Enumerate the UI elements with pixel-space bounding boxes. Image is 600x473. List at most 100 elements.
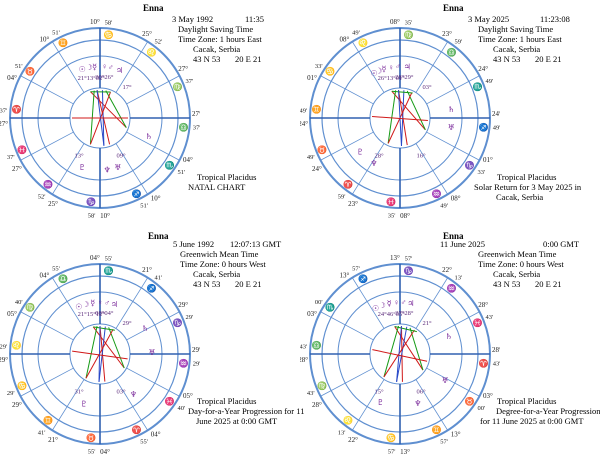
chart-caption-line: Cacak, Serbia [496,192,544,202]
cusp-degree-label: 23° [348,200,358,208]
cusp-minute-label: 33' [315,63,323,70]
cusp-minute-label: 59' [455,39,463,46]
chart-house-system: Tropical Placidus [497,172,557,182]
planet-glyph: ♆ [104,165,111,174]
planet-glyph: ♃ [116,66,123,75]
aspect-line [93,326,115,331]
zodiac-sign-glyph: ♏ [325,302,335,312]
zodiac-sign-glyph: ♌ [358,38,368,48]
zodiac-sign-glyph: ♓ [386,197,396,207]
planet-glyph: ♀ [388,63,394,72]
cusp-minute-label: 43' [485,314,493,321]
aspect-line [391,90,426,131]
planet-glyph: ♇ [357,147,364,156]
zodiac-sign-glyph: ♊ [432,424,442,434]
zodiac-sign-glyph: ♑ [404,265,414,275]
chart-house-system: Tropical Placidus [197,172,257,182]
planet-glyph: ♀ [393,298,399,307]
planet-degree-label: 15° [374,388,384,395]
aspect-line [105,90,127,128]
planet-glyph: ♅ [148,348,155,357]
chart-wheel: ♊24°49'♋01°33'♌08°49'♍08°35'♎23°59'♏24°4… [300,18,500,220]
cusp-degree-label: 05° [7,310,17,318]
chart-longitude: 20 E 21 [235,54,262,64]
chart-caption-line: Day-for-a-Year Progression for 11 [188,406,305,416]
planet-degree-label: 21° [422,320,432,327]
cusp-minute-label: 00' [315,299,323,306]
planet-degree-label: 31° [74,388,84,395]
chart-date: 11 June 2025 [440,239,486,249]
aspect-line [394,326,424,371]
chart-person-name: Enna [443,3,464,13]
cusp-degree-label: 25° [48,200,58,208]
cusp-degree-label: 29° [178,301,188,309]
house-cusp-line [115,277,149,329]
cusp-degree-label: 21° [142,266,152,274]
chart-caption-line: NATAL CHART [188,182,246,192]
house-cusp-line [426,367,480,397]
chart-date: 5 June 1992 [173,239,215,249]
cusp-degree-label: 08° [339,36,349,44]
house-cusp-line [426,131,480,161]
chart-latitude: 43 N 53 [493,279,521,289]
cusp-minute-label: 29' [0,344,7,351]
zodiac-sign-glyph: ♒ [179,358,189,368]
cusp-degree-label: 29° [12,401,22,409]
house-cusp-line [320,131,374,161]
zodiac-sign-glyph: ♈ [11,104,21,114]
planet-glyph: ♄ [145,132,152,141]
chart-place: Cacak, Serbia [193,269,241,279]
cusp-minute-label: 33' [478,169,486,176]
cusp-minute-label: 37' [7,154,15,161]
chart-longitude: 20 E 21 [535,54,562,64]
chart-caption-line: Degree-for-a-Year Progression [496,406,600,416]
cusp-minute-label: 13' [338,429,346,436]
cusp-minute-label: 49' [300,108,307,115]
chart-latitude: 43 N 53 [193,54,221,64]
zodiac-sign-glyph: ♐ [358,274,368,284]
cusp-minute-label: 57' [352,266,360,273]
planet-glyph: ♅ [441,376,448,385]
house-cusp-line [320,75,374,105]
chart-zone-offset: Time Zone: 1 hours East [178,34,262,44]
zodiac-sign-glyph: ♉ [317,144,327,154]
chart-house-system: Tropical Placidus [497,396,557,406]
planet-glyph: ☉ [75,302,82,311]
house-cusp-line [20,75,74,105]
chart-latitude: 43 N 53 [493,54,521,64]
cusp-minute-label: 35' [388,213,396,220]
cusp-minute-label: 57' [405,255,413,262]
chart-zone-type: Greenwich Mean Time [180,249,259,259]
cusp-minute-label: 57' [388,449,396,456]
planet-glyph: ♄ [445,332,452,341]
cusp-minute-label: 43' [300,344,307,351]
chart-place: Cacak, Serbia [193,44,241,54]
cusp-minute-label: 55' [140,438,148,445]
cusp-minute-label: 49' [485,78,493,85]
chart-longitude: 20 E 21 [235,279,262,289]
planet-glyph: ♀ [97,298,103,307]
cusp-minute-label: 40' [178,405,186,412]
aspect-line [90,91,127,128]
house-cusp-line [115,41,149,93]
zodiac-sign-glyph: ♊ [311,104,321,114]
chart-panel-day-progression: ♌29°29'♍05°40'♎04°55'♏04°55'♐21°41'♑29°2… [0,232,304,472]
house-cusp-line [51,277,85,329]
house-cusp-line [426,75,480,105]
cusp-minute-label: 37' [185,78,193,85]
chart-house-system: Tropical Placidus [197,396,257,406]
planet-glyph: ☿ [381,65,386,74]
cusp-degree-label: 25° [142,30,152,38]
house-cusp-line [320,311,374,341]
cusp-minute-label: 29' [7,390,15,397]
planet-glyph: ♇ [80,399,87,408]
chart-zone-type: Daylight Saving Time [478,24,554,34]
planet-degree-label: 28°29° [395,74,414,81]
zodiac-sign-glyph: ♎ [179,122,189,132]
chart-panel-degree-progression: ♎28°43'♏03°00'♐13°57'♑13°57'♒22°13'♓28°4… [300,232,600,472]
cusp-minute-label: 41' [155,275,163,282]
planet-degree-label: 09° [116,152,126,159]
planet-degree-label: 21°15°12° [78,311,106,318]
aspect-line [98,325,101,382]
cusp-minute-label: 59' [338,193,346,200]
